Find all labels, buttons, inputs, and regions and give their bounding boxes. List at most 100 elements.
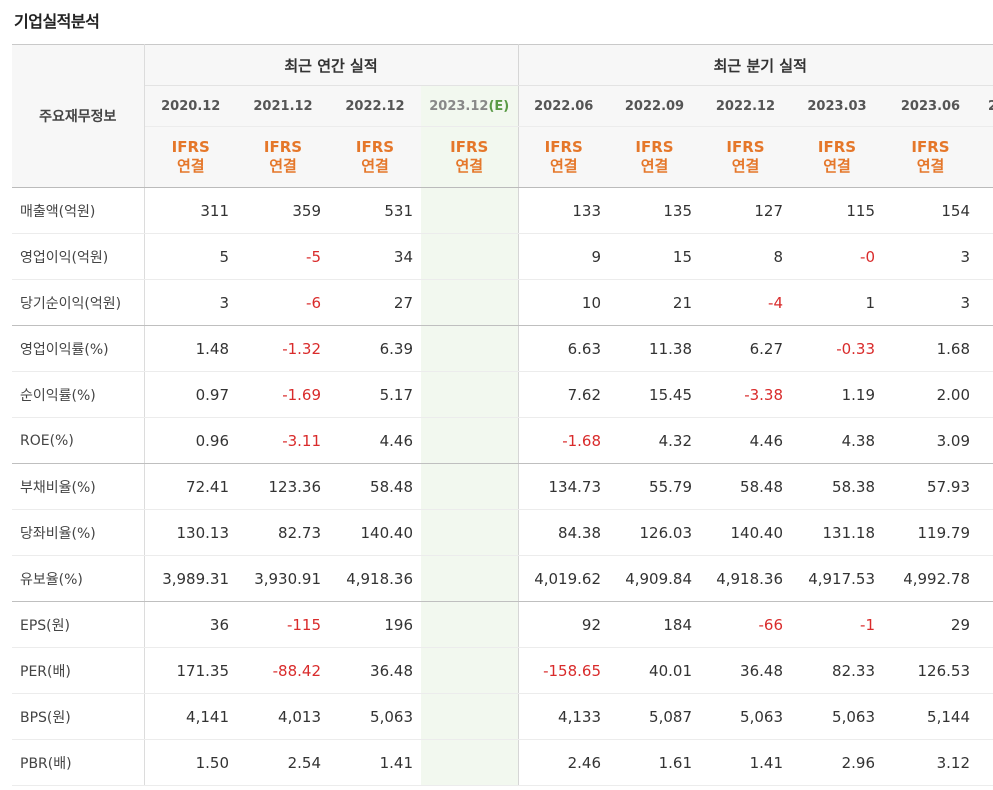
value-cell: 1.48 <box>144 325 237 372</box>
value-cell: 133 <box>518 187 609 234</box>
value-cell: 531 <box>329 187 421 234</box>
value-cell-cut <box>978 693 993 740</box>
value-cell: 7.62 <box>518 371 609 418</box>
row-label: PER(배) <box>12 647 145 694</box>
value-cell: -4 <box>700 279 791 326</box>
period-header: 2022.12 <box>700 85 791 127</box>
estimate-cell <box>421 601 519 648</box>
estimate-cell <box>421 555 519 602</box>
basis-ifrs: IFRS <box>263 138 303 156</box>
value-cell-cut <box>978 325 993 372</box>
estimate-cell <box>421 325 519 372</box>
row-label: ROE(%) <box>12 417 145 464</box>
basis-ifrs: IFRS <box>635 138 674 156</box>
value-cell: 2.54 <box>237 739 329 786</box>
value-cell-cut <box>978 647 993 694</box>
value-cell: 119.79 <box>883 509 978 556</box>
value-cell: -1.69 <box>237 371 329 418</box>
period-label: 2023.12 <box>429 98 489 114</box>
row-label: 유보율(%) <box>12 555 145 602</box>
table-row: 영업이익률(%) 1.48 -1.32 6.39 6.63 11.38 6.27 -0.33 1… <box>12 325 993 372</box>
value-cell: 58.48 <box>700 463 791 510</box>
section-title: 기업실적분석 <box>14 12 100 31</box>
value-cell: 27 <box>329 279 421 326</box>
table-row: 당기순이익(억원) 3 -6 27 10 21 -4 1 3 <box>12 279 993 326</box>
basis-consolidated: 연결 <box>361 157 389 175</box>
value-cell: 2.46 <box>518 739 609 786</box>
value-cell: 1.41 <box>329 739 421 786</box>
value-cell: 15 <box>609 233 700 280</box>
estimate-cell <box>421 463 519 510</box>
value-cell-cut <box>978 463 993 510</box>
period-header: 2022.12 <box>329 85 421 127</box>
value-cell: -0.33 <box>791 325 883 372</box>
value-cell: 3 <box>144 279 237 326</box>
basis-consolidated: 연결 <box>176 157 205 175</box>
table-row: PER(배) 171.35 -88.42 36.48 -158.65 40.01 36.48… <box>12 647 993 694</box>
value-cell-cut <box>978 187 993 234</box>
basis-consolidated: 연결 <box>549 157 578 175</box>
value-cell: 115 <box>791 187 883 234</box>
value-cell: 36 <box>144 601 237 648</box>
estimate-tag: (E) <box>488 98 510 114</box>
value-cell: 5,087 <box>609 693 700 740</box>
value-cell: 36.48 <box>329 647 421 694</box>
estimate-cell <box>421 417 519 464</box>
value-cell: 8 <box>700 233 791 280</box>
estimate-cell <box>421 693 519 740</box>
row-label: PBR(배) <box>12 739 145 786</box>
value-cell: 34 <box>329 233 421 280</box>
value-cell: 311 <box>144 187 237 234</box>
value-cell-cut <box>978 739 993 786</box>
value-cell: 171.35 <box>144 647 237 694</box>
value-cell: -158.65 <box>518 647 609 694</box>
value-cell: 6.39 <box>329 325 421 372</box>
value-cell: 15.45 <box>609 371 700 418</box>
value-cell: 40.01 <box>609 647 700 694</box>
value-cell-cut <box>978 371 993 418</box>
value-cell-cut <box>978 233 993 280</box>
estimate-cell <box>421 509 519 556</box>
value-cell: 57.93 <box>883 463 978 510</box>
value-cell: 1.61 <box>609 739 700 786</box>
value-cell: 82.73 <box>237 509 329 556</box>
value-cell: 10 <box>518 279 609 326</box>
value-cell: 5,063 <box>791 693 883 740</box>
table-row: PBR(배) 1.50 2.54 1.41 2.46 1.61 1.41 2.96 3.12 <box>12 739 993 786</box>
basis-ifrs: IFRS <box>911 138 950 156</box>
value-cell: 58.38 <box>791 463 883 510</box>
row-label: 당기순이익(억원) <box>12 279 145 326</box>
row-label: 당좌비율(%) <box>12 509 145 556</box>
value-cell: 4.32 <box>609 417 700 464</box>
value-cell: 1.68 <box>883 325 978 372</box>
value-cell: 130.13 <box>144 509 237 556</box>
value-cell: 5,063 <box>700 693 791 740</box>
value-cell: 4,992.78 <box>883 555 978 602</box>
value-cell: 5,144 <box>883 693 978 740</box>
value-cell: 3.12 <box>883 739 978 786</box>
value-cell: -0 <box>791 233 883 280</box>
table-row: 당좌비율(%) 130.13 82.73 140.40 84.38 126.03 140.4… <box>12 509 993 556</box>
value-cell: 3.09 <box>883 417 978 464</box>
row-label: 순이익률(%) <box>12 371 145 418</box>
value-cell: 154 <box>883 187 978 234</box>
value-cell: 1.50 <box>144 739 237 786</box>
value-cell: 4,918.36 <box>329 555 421 602</box>
table-row: 순이익률(%) 0.97 -1.69 5.17 7.62 15.45 -3.38 1.19 2.… <box>12 371 993 418</box>
value-cell: 21 <box>609 279 700 326</box>
table-row: 영업이익(억원) 5 -5 34 9 15 8 -0 3 <box>12 233 993 280</box>
period-header-cut: 2 <box>978 85 993 127</box>
value-cell: 92 <box>518 601 609 648</box>
value-cell: 72.41 <box>144 463 237 510</box>
value-cell: 2.96 <box>791 739 883 786</box>
table-row: 부채비율(%) 72.41 123.36 58.48 134.73 55.79 58.48 5… <box>12 463 993 510</box>
basis-ifrs: IFRS <box>726 138 765 156</box>
value-cell: 4,918.36 <box>700 555 791 602</box>
value-cell: 4,019.62 <box>518 555 609 602</box>
table-row: BPS(원) 4,141 4,013 5,063 4,133 5,087 5,063 5,06… <box>12 693 993 740</box>
quarter-group-header: 최근 분기 실적 <box>518 44 993 86</box>
table-row: 유보율(%) 3,989.31 3,930.91 4,918.36 4,019.62 4,… <box>12 555 993 602</box>
value-cell: 1.41 <box>700 739 791 786</box>
value-cell: 126.53 <box>883 647 978 694</box>
table-row: ROE(%) 0.96 -3.11 4.46 -1.68 4.32 4.46 4.38 3.09 <box>12 417 993 464</box>
